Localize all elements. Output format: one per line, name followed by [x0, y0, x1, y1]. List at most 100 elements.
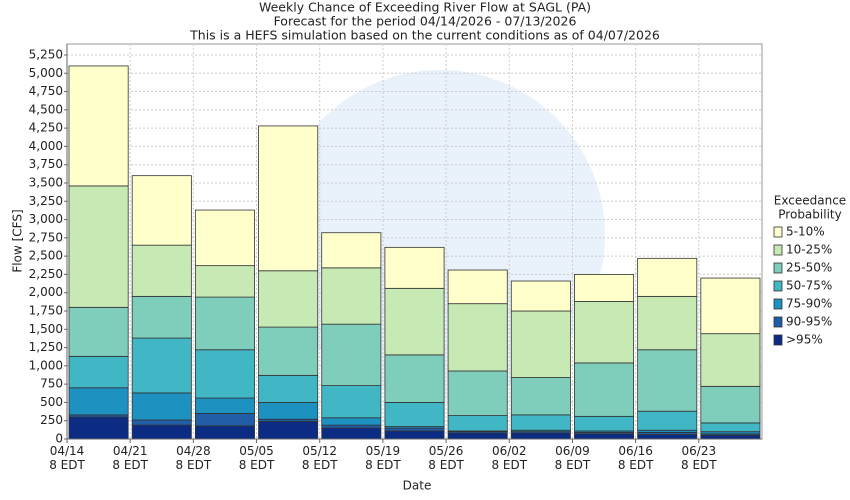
bar-segment	[574, 415, 635, 432]
bar-segment	[700, 422, 761, 433]
x-tick-label: 06/02 8 EDT	[491, 444, 527, 472]
legend-label: 5-10%	[786, 225, 825, 239]
legend-swatch	[773, 316, 783, 328]
bar-segment	[384, 246, 445, 289]
bar-segment	[510, 432, 571, 440]
bar-segment	[447, 370, 508, 416]
bar-segment	[321, 427, 382, 440]
bar-segment	[700, 434, 761, 440]
x-axis-label: Date	[403, 479, 432, 493]
bar-segment	[131, 424, 192, 440]
y-tick-label: 5,250	[29, 47, 63, 61]
x-tick-label: 05/26 8 EDT	[428, 444, 464, 472]
y-tick-label: 1,000	[29, 358, 63, 372]
legend-swatch	[773, 298, 783, 310]
bar-segment	[131, 244, 192, 297]
y-tick-label: 750	[40, 377, 63, 391]
y-tick-label: 3,250	[29, 194, 63, 208]
bar-segment	[574, 274, 635, 302]
x-tick-label: 04/28 8 EDT	[176, 444, 212, 472]
legend-swatch	[773, 334, 783, 346]
y-tick-label: 1,500	[29, 322, 63, 336]
bar-segment	[194, 412, 255, 427]
bar-segment	[384, 427, 445, 432]
bar-segment	[194, 296, 255, 351]
bar-segment	[68, 387, 129, 416]
bar-segment	[131, 337, 192, 394]
bar-segment	[447, 303, 508, 372]
bar-segment	[131, 419, 192, 426]
bar-segment	[447, 432, 508, 440]
bar-segment	[700, 277, 761, 335]
y-tick-label: 2,500	[29, 249, 63, 263]
bar-segment	[510, 280, 571, 312]
bar-segment	[574, 301, 635, 364]
bar-segment	[258, 402, 319, 420]
y-axis-label: Flow [CFS]	[11, 209, 25, 272]
bar-segment	[637, 349, 698, 412]
bar-segment	[131, 295, 192, 339]
y-tick-label: 4,500	[29, 102, 63, 116]
y-tick-label: 250	[40, 413, 63, 427]
bar-segment	[258, 326, 319, 376]
bar-segment	[194, 265, 255, 298]
bar-segment	[637, 410, 698, 431]
bar-segment	[384, 402, 445, 427]
bar-segment	[68, 355, 129, 389]
legend-label: 25-50%	[786, 261, 832, 275]
bar-segment	[700, 385, 761, 424]
legend-swatch	[773, 280, 783, 292]
y-tick-label: 1,250	[29, 340, 63, 354]
bar-segment	[384, 354, 445, 403]
y-tick-label: 3,750	[29, 157, 63, 171]
legend-title: Exceedance	[774, 194, 846, 208]
legend-label: 75-90%	[786, 297, 832, 311]
bar-segment	[68, 185, 129, 308]
y-tick-label: 2,750	[29, 230, 63, 244]
y-tick-label: 4,750	[29, 84, 63, 98]
bar-segment	[321, 323, 382, 387]
bar-segment	[384, 287, 445, 356]
y-tick-label: 2,000	[29, 285, 63, 299]
x-tick-label: 06/16 8 EDT	[618, 444, 654, 472]
y-tick-label: 2,250	[29, 267, 63, 281]
y-tick-label: 5,000	[29, 66, 63, 80]
bar-segment	[574, 362, 635, 417]
bar-segment	[637, 295, 698, 351]
bar-segment	[131, 175, 192, 246]
legend-label: 90-95%	[786, 315, 832, 329]
bar-segment	[194, 349, 255, 399]
y-tick-label: 1,750	[29, 303, 63, 317]
y-tick-label: 4,250	[29, 121, 63, 135]
x-tick-label: 04/14 8 EDT	[49, 444, 85, 472]
legend-swatch	[773, 262, 783, 274]
legend-swatch	[773, 226, 783, 238]
bar-segment	[637, 257, 698, 297]
bar-segment	[321, 417, 382, 426]
bar-segment	[321, 267, 382, 325]
legend-title: Probability	[778, 208, 841, 222]
legend-label: 50-75%	[786, 279, 832, 293]
bar-segment	[637, 434, 698, 440]
chart-subtitle: Forecast for the period 04/14/2026 - 07/…	[274, 14, 577, 29]
bar-segment	[321, 385, 382, 419]
bar-segment	[194, 425, 255, 440]
bar-segment	[321, 424, 382, 429]
y-tick-label: 500	[40, 395, 63, 409]
legend-swatch	[773, 244, 783, 256]
bar-segment	[384, 430, 445, 440]
bar-segment	[510, 377, 571, 416]
chart-title: Weekly Chance of Exceeding River Flow at…	[259, 0, 591, 15]
y-tick-label: 3,500	[29, 175, 63, 189]
x-tick-label: 04/21 8 EDT	[112, 444, 148, 472]
bar-segment	[68, 306, 129, 357]
y-tick-label: 0	[55, 432, 63, 446]
x-tick-label: 05/19 8 EDT	[365, 444, 401, 472]
x-tick-label: 06/09 8 EDT	[555, 444, 591, 472]
bar-segment	[68, 416, 129, 440]
bar-segment	[258, 421, 319, 440]
bar-segment	[510, 414, 571, 431]
bar-segment	[258, 374, 319, 403]
chart-subtitle: This is a HEFS simulation based on the c…	[189, 28, 660, 43]
legend-label: 10-25%	[786, 243, 832, 257]
